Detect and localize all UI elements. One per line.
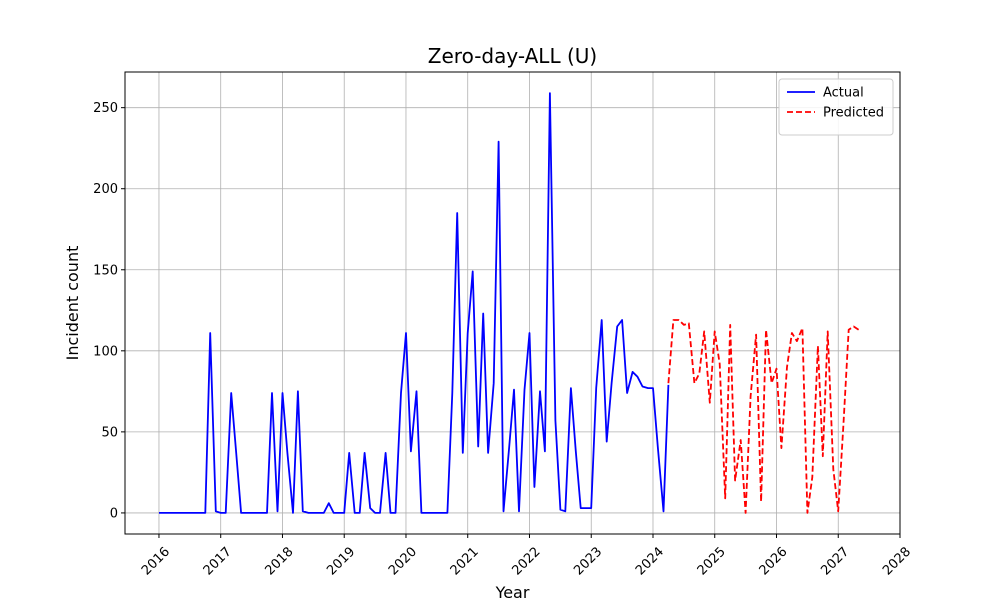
legend-box	[778, 78, 894, 136]
plot-frame	[124, 71, 901, 535]
series-line-actual	[159, 92, 670, 514]
y-tick-label: 250	[93, 101, 118, 116]
x-tick-label: 2028	[880, 544, 914, 578]
legend: Actual Predicted	[778, 78, 894, 136]
x-axis-label: Year	[495, 583, 530, 600]
legend-label: Actual	[823, 86, 864, 101]
grid-lines	[125, 72, 901, 534]
x-tick-label: 2019	[324, 544, 358, 578]
y-tick-label: 50	[101, 425, 118, 440]
x-tick-label: 2022	[510, 544, 544, 578]
series-layer	[159, 92, 860, 514]
legend-label: Predicted	[823, 106, 884, 121]
x-axis: 2016 2017 2018 2019 2020 2021 2022 2023 2024 2025…	[139, 534, 914, 578]
y-tick-label: 100	[93, 344, 118, 359]
x-tick-label: 2021	[448, 544, 482, 578]
x-tick-label: 2027	[818, 544, 852, 578]
y-axis: 0 50 100 150 200 250	[93, 101, 125, 521]
x-tick-label: 2020	[386, 544, 420, 578]
x-tick-label: 2025	[695, 544, 729, 578]
x-tick-label: 2026	[757, 544, 791, 578]
y-axis-label: Incident count	[63, 246, 82, 361]
y-tick-label: 150	[93, 263, 118, 278]
x-tick-label: 2017	[201, 544, 235, 578]
x-tick-label: 2018	[263, 544, 297, 578]
series-line-predicted	[667, 319, 860, 514]
x-tick-label: 2016	[139, 544, 173, 578]
chart-title: Zero-day-ALL (U)	[428, 44, 597, 68]
x-tick-label: 2024	[633, 544, 667, 578]
x-tick-label: 2023	[571, 544, 605, 578]
y-tick-label: 200	[93, 182, 118, 197]
y-tick-label: 0	[110, 506, 118, 521]
